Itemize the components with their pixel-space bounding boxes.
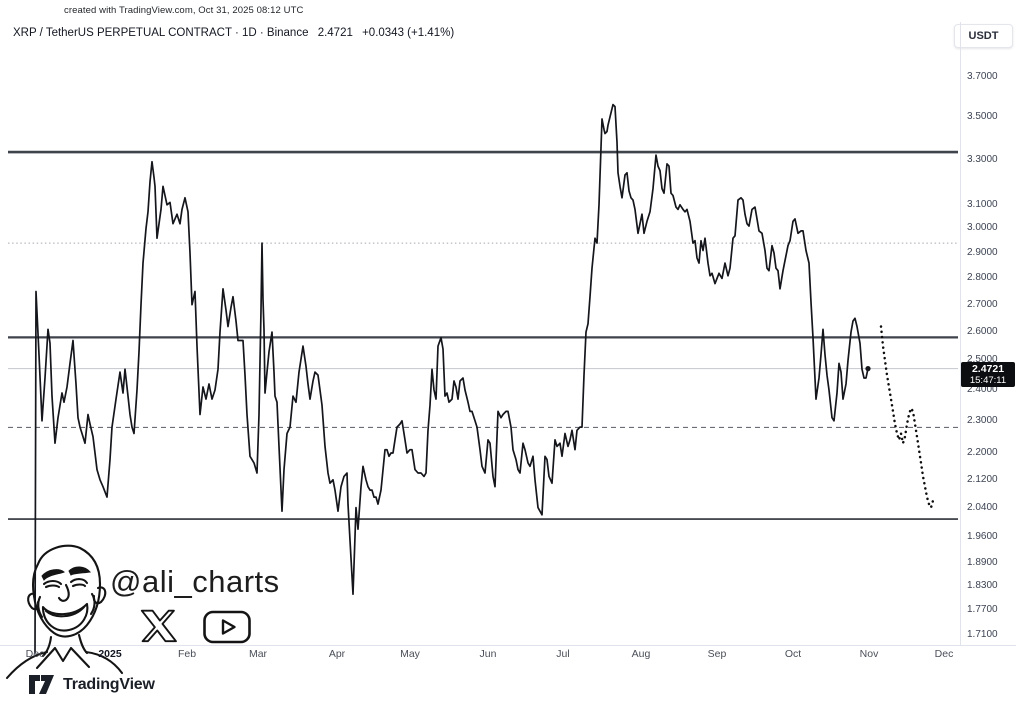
time-tick-May: May [400,648,420,660]
time-tick-Jul: Jul [556,648,570,660]
price-tick-1.8900: 1.8900 [967,557,998,568]
price-tick-3.0000: 3.0000 [967,222,998,233]
price-tick-1.9600: 1.9600 [967,531,998,542]
axis-separators [0,22,1016,646]
time-tick-Sep: Sep [707,648,727,660]
price-tick-2.0400: 2.0400 [967,502,998,513]
price-tick-2.6000: 2.6000 [967,326,998,337]
attribution-text: created with TradingView.com, Oct 31, 20… [64,5,304,16]
last-price-badge: 2.4721 15:47:11 [961,362,1015,387]
price-tick-2.1200: 2.1200 [967,474,998,485]
time-tick-Oct: Oct [784,648,802,660]
x-logo-icon [140,609,177,643]
time-tick-Dec: Dec [934,648,954,660]
series-end-marker [865,366,871,372]
symbol-title[interactable]: XRP / TetherUS PERPETUAL CONTRACT · 1D ·… [13,27,309,39]
watermark-icons [140,608,252,646]
price-tick-2.8000: 2.8000 [967,272,998,283]
time-tick-Dec: Dec [25,648,45,660]
time-tick-Jun: Jun [479,648,497,660]
price-tick-2.2000: 2.2000 [967,447,998,458]
tradingview-brand-text: TradingView [63,675,155,693]
price-tick-3.3000: 3.3000 [967,154,998,165]
price-tick-2.4000: 2.4000 [967,384,998,395]
price-tick-3.7000: 3.7000 [967,71,998,82]
price-line-series [34,103,869,654]
horizontal-levels [8,150,958,520]
ali-face-watermark [5,544,124,680]
price-tick-2.9000: 2.9000 [967,247,998,258]
time-tick-Apr: Apr [328,648,346,660]
forecast-dotted-path [879,325,935,511]
time-tick-Aug: Aug [631,648,651,660]
price-series [34,103,935,654]
watermark-handle: @ali_charts [110,564,280,599]
time-tick-Mar: Mar [248,648,268,660]
currency-toggle-button[interactable]: USDT [954,24,1013,48]
price-change: +0.0343 (+1.41%) [362,27,455,39]
time-tick-2025: 2025 [98,648,122,660]
price-tick-3.1000: 3.1000 [967,199,998,210]
price-tick-1.7700: 1.7700 [967,604,998,615]
time-tick-Feb: Feb [177,648,197,660]
youtube-logo-icon [203,610,251,644]
price-tick-2.7000: 2.7000 [967,299,998,310]
price-tick-1.8300: 1.8300 [967,580,998,591]
tradingview-brand[interactable]: TradingView [28,674,155,695]
price-tick-3.5000: 3.5000 [967,111,998,122]
chart-header: XRP / TetherUS PERPETUAL CONTRACT · 1D ·… [13,27,454,39]
price-tick-2.3000: 2.3000 [967,415,998,426]
last-price: 2.4721 [317,27,353,39]
tradingview-logo-icon [29,675,54,694]
time-tick-Nov: Nov [859,648,879,660]
badge-price: 2.4721 [971,363,1005,375]
price-tick-2.5000: 2.5000 [967,354,998,365]
price-tick-1.7100: 1.7100 [967,629,998,640]
badge-countdown: 15:47:11 [969,374,1007,386]
